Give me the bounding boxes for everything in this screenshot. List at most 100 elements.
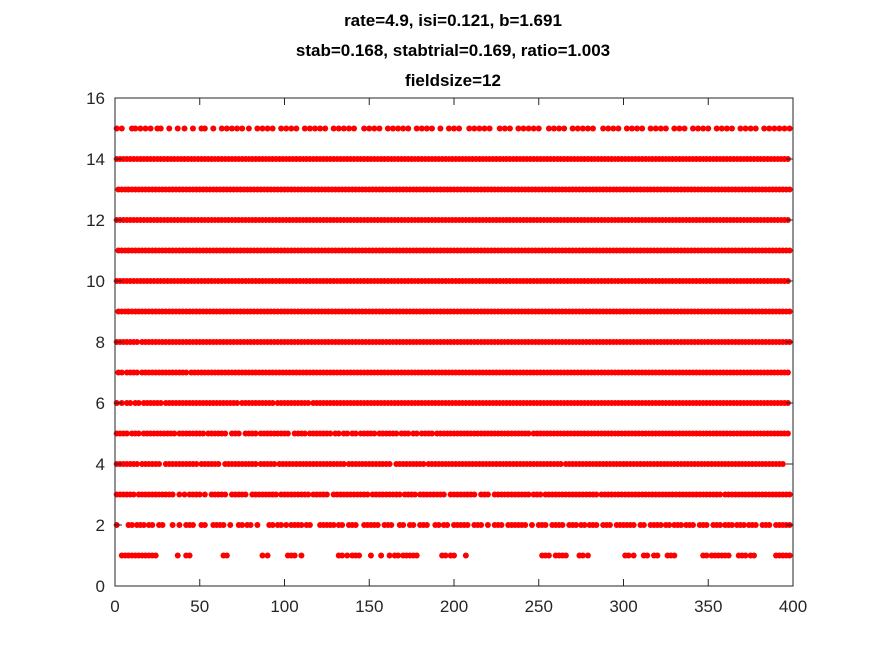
spike-point: [652, 125, 659, 132]
spike-point: [298, 552, 305, 559]
spike-point: [218, 125, 225, 132]
y-tick-label: 4: [96, 455, 105, 474]
x-tick-label: 150: [355, 597, 383, 616]
spike-point: [551, 125, 557, 132]
spike-point: [751, 552, 758, 559]
spike-point: [556, 125, 563, 132]
spike-point: [610, 125, 617, 132]
spike-point: [761, 125, 768, 132]
spike-point: [388, 522, 395, 528]
spike-point: [615, 125, 622, 132]
spike-point: [644, 552, 651, 559]
spike-point: [367, 552, 374, 559]
spike-point: [400, 125, 407, 132]
spike-point: [239, 125, 246, 132]
spike-point: [128, 522, 135, 528]
spike-point: [269, 125, 276, 132]
spike-point: [247, 522, 254, 528]
spike-point: [784, 430, 791, 437]
spike-point: [545, 552, 552, 559]
x-tick-label: 300: [609, 597, 637, 616]
spike-point: [703, 552, 710, 559]
spike-point: [189, 125, 196, 132]
spike-point: [671, 125, 678, 132]
spike-point: [451, 552, 457, 559]
spike-point: [671, 552, 678, 559]
spike-point: [189, 522, 196, 528]
spike-point: [157, 400, 164, 406]
spike-point: [352, 522, 359, 528]
spike-point: [215, 461, 222, 467]
spike-point: [340, 461, 347, 467]
spike-point: [501, 125, 508, 132]
spike-point: [228, 125, 235, 132]
spike-point: [386, 552, 393, 559]
spike-point: [132, 125, 139, 132]
y-tick-label: 0: [96, 577, 105, 596]
spike-point: [181, 491, 188, 498]
spike-point: [278, 522, 285, 528]
spike-point: [584, 125, 591, 132]
spike-point: [339, 522, 346, 528]
y-axis: 0 2 4 6 8 10 12 14 16: [86, 89, 105, 596]
spike-point: [152, 552, 159, 559]
plot-area: [113, 97, 794, 587]
x-tick-label: 200: [440, 597, 468, 616]
spike-point: [252, 430, 259, 437]
spike-point: [700, 125, 707, 132]
spike-point: [525, 491, 532, 498]
spike-point: [428, 430, 435, 437]
spike-point: [569, 125, 576, 132]
spike-point: [135, 400, 142, 406]
spike-point: [728, 522, 735, 528]
spike-point: [351, 125, 357, 132]
spike-point: [210, 125, 217, 132]
spike-point: [169, 522, 176, 528]
spike-point: [535, 125, 542, 132]
spike-point: [471, 125, 478, 132]
spike-point: [678, 522, 685, 528]
spike-point: [752, 522, 759, 528]
spike-point: [395, 125, 402, 132]
spike-point: [305, 491, 312, 498]
x-tick-label: 400: [779, 597, 807, 616]
x-tick-label: 0: [110, 597, 119, 616]
spike-point: [605, 125, 612, 132]
spike-point: [498, 522, 505, 528]
spike-point: [135, 430, 142, 437]
spike-point: [723, 125, 730, 132]
spike-point: [371, 430, 378, 437]
spike-point: [522, 522, 529, 528]
spike-point: [520, 125, 527, 132]
spike-point: [366, 125, 373, 132]
spike-point: [718, 125, 725, 132]
spike-point: [386, 461, 393, 467]
spike-point: [593, 522, 600, 528]
spike-point: [183, 369, 190, 376]
spike-point: [786, 247, 793, 254]
spike-point: [284, 430, 291, 437]
spike-point: [140, 522, 147, 528]
spike-point: [149, 522, 156, 528]
spike-point: [423, 522, 430, 528]
spike-point: [200, 430, 207, 437]
spike-point: [234, 400, 241, 406]
spike-point: [288, 125, 295, 132]
spike-point: [134, 461, 141, 467]
spike-point: [142, 125, 149, 132]
spike-point: [227, 522, 234, 528]
spike-point: [259, 125, 266, 132]
y-tick-label: 6: [96, 394, 105, 413]
spike-point: [223, 125, 230, 132]
spike-point: [393, 430, 400, 437]
spike-point: [752, 125, 759, 132]
spike-point: [476, 125, 483, 132]
spike-point: [147, 125, 154, 132]
x-axis: 0 50 100 150 200 250 300 350 400: [110, 597, 807, 616]
spike-point: [222, 430, 229, 437]
spike-point: [589, 125, 596, 132]
spike-point: [600, 125, 607, 132]
spike-point: [374, 522, 381, 528]
spike-point: [573, 522, 580, 528]
spike-point: [451, 125, 457, 132]
